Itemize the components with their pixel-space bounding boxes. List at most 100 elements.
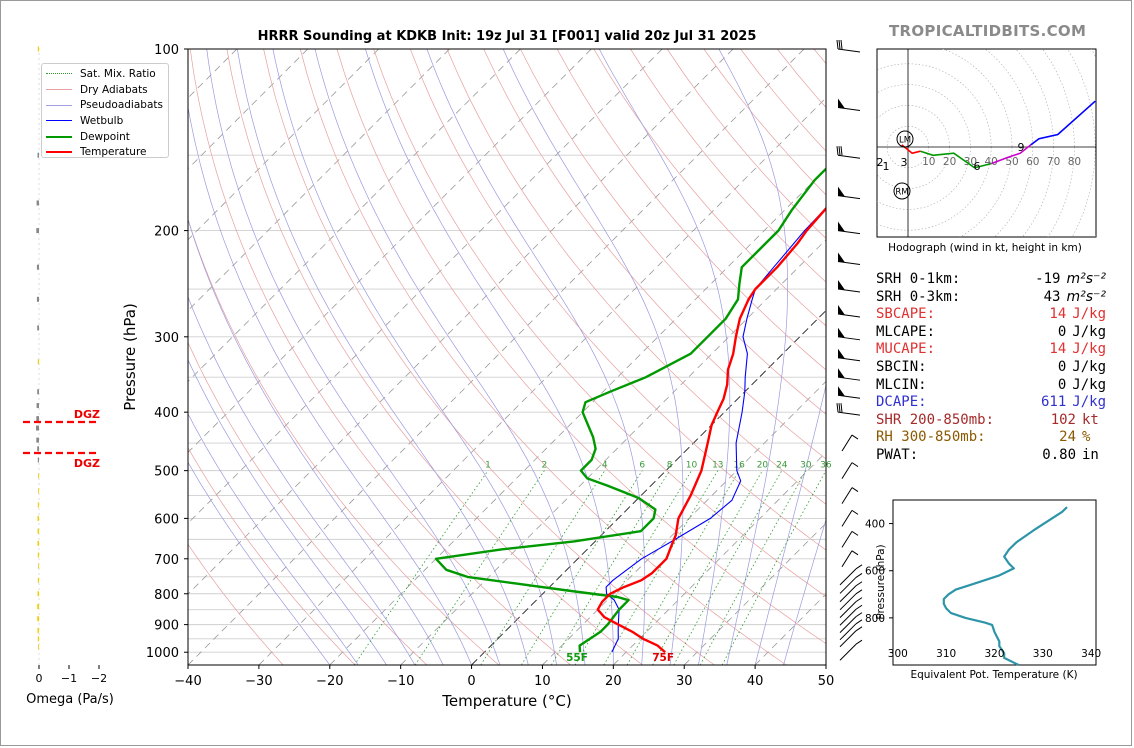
skewt-background [188,49,826,665]
parameter-value: 0 [1057,358,1067,375]
wind-barb [839,593,857,611]
parameter-unit: J/kg [1072,394,1106,411]
storm-motion-marker [896,130,914,148]
mixing-ratio-label: 8 [667,461,673,471]
x-tick-label: −40 [174,674,201,689]
parameter-unit: % [1082,429,1091,446]
omega-bar [36,403,39,409]
mixing-ratio-label: 20 [757,461,769,471]
wind-barb [841,550,853,568]
legend-entry: Dry Adiabats [46,82,164,98]
wind-barb-feather [840,403,843,413]
omega-bar [37,591,39,597]
parameter-label: MLCIN: [876,376,927,393]
wind-barb-flag [838,348,845,359]
legend-label: Temperature [80,146,147,159]
wind-barb-feather [855,564,863,570]
wind-barb [839,630,857,648]
wind-barb-feather [851,462,859,468]
omega-bar [38,644,39,650]
mixing-ratio-line [699,470,807,665]
theta-e-x-tick-label: 310 [936,648,956,660]
legend-swatch [46,104,72,106]
parameter-unit: J/kg [1072,358,1106,375]
wind-barb [841,487,853,504]
wind-barb [837,411,861,416]
pseudoadiabat [188,413,359,665]
wind-barb [839,601,857,618]
hodograph-segment [990,144,1032,165]
mixing-ratio-line [574,470,692,665]
isotherm-line [258,97,826,665]
parameter-value: 0.80 [1042,446,1076,463]
pseudoadiabat [206,49,501,665]
wind-barb-feather [851,434,859,440]
pseudoadiabat [598,49,731,665]
omega-bar [37,446,39,452]
wind-barb-flag [838,386,845,397]
wind-barb-feather [851,509,859,515]
omega-bar [36,228,39,234]
wind-barb-feather [855,581,863,587]
isotherm-line [329,168,826,665]
theta-e-x-axis-title: Equivalent Pot. Temperature (K) [910,669,1077,681]
parameter-row: SHR 200-850mb: 102 kt [876,412,1106,430]
dry-adiabat [373,49,826,597]
storm-motion-label: LM [899,136,911,146]
site-brand: TROPICALTIDBITS.COM [889,22,1087,40]
surface-dewpoint-label: 55F [566,652,588,664]
wind-barb [839,585,857,603]
wind-barb-feather [855,589,863,595]
mixing-ratio-label: 2 [541,461,547,471]
wind-barb-feather [851,530,859,536]
parameter-value: 14 [1049,306,1067,323]
parameter-unit: in [1082,446,1099,463]
parameter-row: SRH 0-3km: 43 m²s⁻² [876,289,1106,307]
omega-bar [36,425,39,431]
wind-barb-flag [838,186,845,197]
y-tick-label: 600 [154,512,179,527]
pseudoadiabat [236,49,529,665]
wind-barb-feather [855,619,863,625]
mixing-ratio-line [521,470,643,665]
dry-adiabat [188,218,500,665]
y-tick-label: 400 [154,406,179,421]
legend-swatch [46,151,72,154]
x-tick-label: −20 [316,674,343,689]
legend-swatch [46,120,72,122]
x-axis-title: Temperature (°C) [441,692,571,710]
legend-label: Pseudoadiabats [80,99,163,112]
x-tick-label: −10 [387,674,414,689]
omega-bar [37,359,39,365]
y-tick-label: 300 [154,331,179,346]
mixing-ratio-label: 13 [712,461,723,471]
omega-bar [36,296,39,302]
pseudoadiabat [718,49,788,665]
isotherm-line [188,49,734,595]
wind-barb-feather [855,573,863,578]
hodograph-ring-label: 60 [1026,156,1039,168]
parameter-row: SRH 0-1km: -19 m²s⁻² [876,271,1106,289]
wind-barb [839,577,857,594]
parameter-unit: m²s⁻² [1066,271,1106,287]
mixing-ratio-line [603,470,719,665]
parameter-unit: J/kg [1072,341,1106,358]
mixing-ratio-line [550,470,671,665]
omega-bar [36,264,39,270]
storm-motion-marker [893,182,911,200]
parameter-label: PWAT: [876,446,919,463]
x-tick-label: 20 [605,674,622,689]
hodograph-ring-label: 80 [1068,156,1081,168]
wind-barb-flag [838,368,845,379]
theta-e-y-tick-label: 800 [865,613,885,625]
y-tick-label: 100 [154,43,179,58]
parameter-row: MLCAPE: 0 J/kg [876,324,1106,342]
y-tick-label: 700 [154,553,179,568]
dry-adiabat [520,49,826,415]
wind-barb [839,616,857,633]
storm-motion-label: RM [895,188,908,198]
wind-barb-feather [855,639,863,645]
hodograph-caption: Hodograph (wind in kt, height in km) [888,242,1082,254]
omega-bar [36,437,39,443]
mixing-ratio-line [626,470,740,665]
